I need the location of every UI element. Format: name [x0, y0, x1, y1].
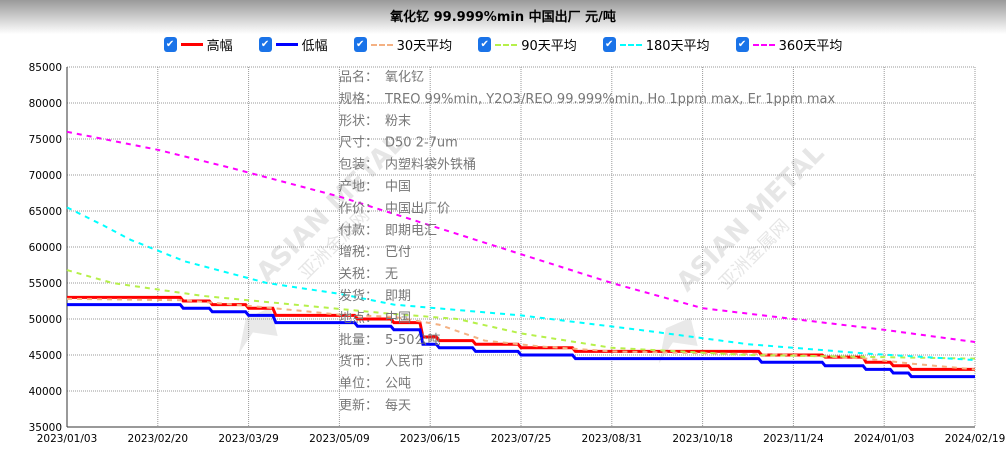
x-tick-label: 2023/08/31: [582, 433, 643, 445]
legend-item[interactable]: ✔ 180天平均: [602, 35, 710, 54]
legend-swatch: [495, 43, 518, 46]
info-value: 粉末: [385, 114, 411, 129]
info-value: 每天: [385, 398, 411, 414]
info-key: 包装：: [339, 158, 378, 173]
info-key: 形状：: [339, 114, 378, 129]
info-value: 已付: [385, 245, 411, 260]
legend-label: 90天平均: [521, 39, 577, 54]
chart-title: 氧化钇 99.999%min 中国出厂 元/吨: [390, 10, 616, 25]
info-value: 中国: [385, 311, 411, 326]
info-value: 公吨: [385, 377, 411, 392]
legend-item[interactable]: ✔ 高幅: [163, 35, 233, 54]
legend-swatch: [180, 43, 203, 46]
checkbox-checked-icon[interactable]: ✔: [478, 37, 492, 52]
info-key: 产地：: [339, 180, 378, 195]
legend-item[interactable]: ✔ 360天平均: [735, 35, 843, 54]
info-value: 中国出厂价: [385, 201, 450, 216]
y-tick-label: 70000: [29, 170, 62, 182]
info-key: 批量：: [339, 333, 378, 348]
info-key: 付款：: [339, 223, 378, 238]
info-key: 作价：: [339, 201, 378, 216]
y-tick-label: 35000: [29, 422, 62, 434]
svg-text:ASIAN METAL: ASIAN METAL: [671, 138, 830, 297]
info-key: 尺寸：: [339, 136, 378, 151]
legend-label: 180天平均: [645, 39, 710, 54]
info-value: 5-50公吨: [385, 333, 441, 348]
info-value: 内塑料袋外铁桶: [385, 157, 476, 173]
y-tick-label: 40000: [29, 386, 62, 398]
info-value: 氧化钇: [385, 70, 424, 85]
info-key: 品名：: [339, 69, 378, 85]
x-tick-label: 2024/01/03: [854, 433, 915, 445]
legend-item[interactable]: ✔ 低幅: [258, 35, 328, 54]
x-tick-label: 2024/02/19: [945, 433, 1006, 445]
x-tick-label: 2023/03/29: [218, 433, 279, 445]
y-tick-label: 85000: [29, 62, 62, 74]
y-tick-label: 75000: [29, 134, 62, 146]
info-key: 更新：: [339, 398, 378, 414]
y-tick-label: 60000: [29, 242, 62, 254]
checkbox-checked-icon[interactable]: ✔: [602, 37, 616, 52]
y-tick-label: 80000: [29, 98, 62, 110]
legend-item[interactable]: ✔ 90天平均: [478, 35, 577, 54]
legend-label: 360天平均: [778, 39, 843, 54]
info-value: 人民币: [385, 355, 424, 370]
legend-item[interactable]: ✔ 30天平均: [353, 35, 453, 54]
info-key: 关税：: [339, 267, 378, 282]
y-tick-label: 65000: [29, 206, 62, 218]
y-tick-label: 50000: [29, 314, 62, 326]
x-tick-label: 2023/10/18: [672, 433, 733, 445]
info-key: 地点：: [339, 311, 378, 326]
series-line-360天平均: [66, 130, 976, 344]
info-key: 规格：: [339, 91, 378, 107]
info-key: 单位：: [339, 377, 378, 392]
series-line-高幅: [67, 295, 975, 371]
x-tick-label: 2023/06/15: [400, 433, 461, 445]
checkbox-checked-icon[interactable]: ✔: [163, 37, 177, 52]
series-line-低幅: [67, 303, 975, 379]
info-key: 增税：: [339, 245, 378, 260]
info-value: 即期电汇: [385, 223, 437, 238]
info-key: 货币：: [339, 354, 378, 370]
info-value: 即期: [385, 289, 411, 304]
info-value: 无: [385, 267, 398, 282]
chart-header: [0, 0, 1006, 34]
y-tick-label: 55000: [29, 278, 62, 290]
x-tick-label: 2023/01/03: [37, 433, 98, 445]
legend-label: 低幅: [301, 39, 328, 54]
x-tick-label: 2023/05/09: [309, 433, 370, 445]
info-value: 中国: [385, 180, 411, 195]
legend-label: 30天平均: [396, 39, 453, 54]
legend-label: 高幅: [206, 39, 233, 54]
legend-swatch: [619, 43, 642, 46]
y-tick-label: 45000: [29, 350, 62, 362]
x-tick-label: 2023/11/24: [763, 433, 824, 445]
x-tick-label: 2023/07/25: [491, 433, 552, 445]
series-line-90天平均: [66, 269, 976, 360]
checkbox-checked-icon[interactable]: ✔: [353, 37, 367, 52]
info-key: 发货：: [339, 288, 378, 304]
legend: ✔ 高幅 ✔ 低幅 ✔ 30天平均 ✔ 90天平均 ✔ 180天平均 ✔ 360天平均: [0, 35, 1006, 54]
legend-swatch: [370, 43, 393, 46]
x-tick-label: 2023/02/20: [128, 433, 189, 445]
checkbox-checked-icon[interactable]: ✔: [735, 37, 749, 52]
series-line-30天平均: [66, 297, 976, 371]
checkbox-checked-icon[interactable]: ✔: [258, 37, 272, 52]
legend-swatch: [275, 43, 298, 46]
info-value: TREO 99%min, Y2O3/REO 99.999%min, Ho 1pp…: [384, 92, 835, 107]
legend-swatch: [752, 43, 775, 46]
info-value: D50 2-7um: [385, 136, 458, 151]
